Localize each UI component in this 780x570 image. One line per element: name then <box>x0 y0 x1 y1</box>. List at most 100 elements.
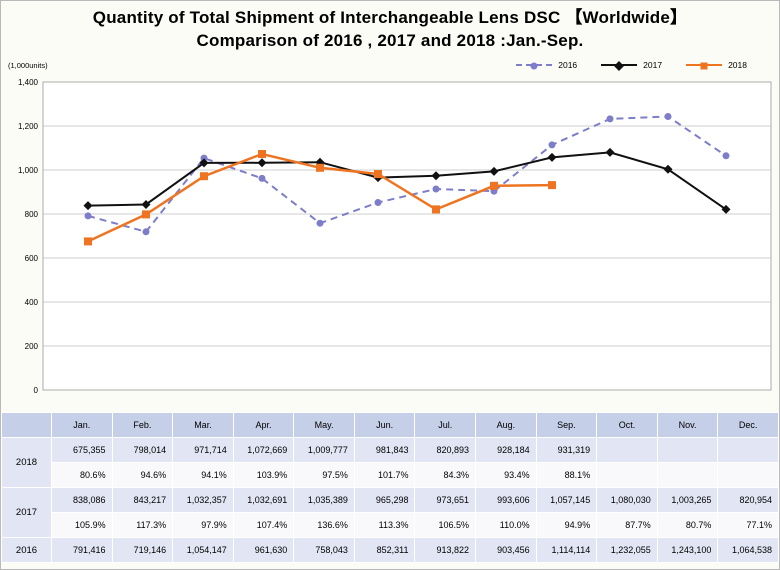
legend-label-2017: 2017 <box>643 60 663 70</box>
data-point <box>721 204 731 214</box>
value-cell: 843,217 <box>111 487 174 513</box>
ratio-cell: 107.4% <box>232 512 295 538</box>
value-cell: 993,606 <box>475 487 537 513</box>
ratio-cell: 113.3% <box>353 512 416 538</box>
value-cell: 791,416 <box>51 537 113 563</box>
ratio-cell: 84.3% <box>414 462 477 488</box>
year-label: 2018 <box>1 437 52 488</box>
data-point <box>258 174 266 182</box>
ratio-cell: 97.9% <box>172 512 234 538</box>
shipment-table: Jan. Feb. Mar. Apr. May. Jun. Jul. Aug. Sep. Oct.… <box>1 412 779 563</box>
month-header: May. <box>293 412 355 438</box>
value-cell: 913,822 <box>414 537 477 563</box>
value-cell: 973,651 <box>414 487 477 513</box>
data-point <box>548 141 556 149</box>
data-point <box>200 154 208 162</box>
value-cell: 928,184 <box>475 437 537 463</box>
value-cell: 1,072,669 <box>232 437 295 463</box>
ratio-cell: 88.1% <box>535 462 598 488</box>
value-cell: 1,232,055 <box>596 537 658 563</box>
table-row: 80.6% 94.6% 94.1% 103.9% 97.5% 101.7% 84.3% 93.… <box>2 462 779 488</box>
data-point <box>664 113 672 120</box>
ratio-cell: 87.7% <box>596 512 658 538</box>
plot-border <box>42 81 772 391</box>
ratio-cell: 106.5% <box>414 512 477 538</box>
data-point <box>141 200 151 209</box>
value-cell: 1,057,145 <box>535 487 598 513</box>
year-label: 2016 <box>1 537 52 563</box>
data-point <box>663 164 673 174</box>
table-row: 2017 838,086 843,217 1,032,357 1,032,691 1,03… <box>1 487 779 538</box>
ratio-cell: 105.9% <box>51 512 113 538</box>
value-cell: 981,843 <box>353 437 416 463</box>
value-cell: 719,146 <box>111 537 174 563</box>
ratio-cell: 136.6% <box>293 512 355 538</box>
data-point <box>200 172 208 181</box>
value-cell: 1,243,100 <box>656 537 719 563</box>
legend-item-2016: 2016 <box>516 60 577 70</box>
legend-item-2018: 2018 <box>686 60 747 70</box>
line-chart: 0 200 400 600 800 1,000 1,200 1,400 <box>18 78 772 395</box>
ratio-cell: 94.1% <box>172 462 234 488</box>
table-header-row: Jan. Feb. Mar. Apr. May. Jun. Jul. Aug. Sep. Oct.… <box>1 412 779 438</box>
month-header: Jul. <box>414 412 477 438</box>
legend-line-2016-icon <box>516 62 553 70</box>
value-cell: 971,714 <box>172 437 234 463</box>
data-point <box>316 219 324 227</box>
value-cell: 675,355 <box>51 437 113 463</box>
data-point <box>84 212 92 220</box>
data-point <box>84 237 92 246</box>
ytick-label: 1,400 <box>18 78 39 87</box>
data-point <box>547 152 557 162</box>
chart-legend: 2016 2017 2018 <box>516 60 747 71</box>
value-cell: 1,009,777 <box>293 437 355 463</box>
shipment-table-wrap: Jan. Feb. Mar. Apr. May. Jun. Jul. Aug. Sep. Oct.… <box>1 412 779 563</box>
month-header: Dec. <box>717 412 779 438</box>
data-point <box>83 201 93 211</box>
month-header: Sep. <box>535 412 598 438</box>
value-cell: 798,014 <box>111 437 174 463</box>
ratio-cell: 110.0% <box>475 512 537 538</box>
legend-item-2017: 2017 <box>601 60 663 71</box>
data-point <box>142 228 150 236</box>
ratio-cell: 97.5% <box>293 462 355 488</box>
legend-line-2017-icon <box>601 61 638 71</box>
ratio-cell: 80.6% <box>51 462 113 488</box>
value-cell <box>596 437 658 463</box>
data-point <box>257 158 267 168</box>
value-cell: 838,086 <box>51 487 113 513</box>
title-block: Quantity of Total Shipment of Interchang… <box>1 1 779 52</box>
data-point <box>432 205 440 214</box>
value-cell: 1,032,357 <box>172 487 234 513</box>
value-cell <box>656 437 719 463</box>
value-cell: 903,456 <box>475 537 537 563</box>
series-line-2017 <box>87 151 727 211</box>
ratio-cell: 103.9% <box>232 462 295 488</box>
ytick-label: 400 <box>25 298 39 307</box>
data-point <box>548 181 556 190</box>
data-point <box>606 115 614 123</box>
month-header: Apr. <box>232 412 295 438</box>
ratio-cell <box>656 462 719 488</box>
ytick-label: 800 <box>25 210 39 219</box>
data-point <box>605 147 615 157</box>
ytick-label: 200 <box>25 342 39 351</box>
ratio-cell <box>717 462 779 488</box>
ratio-cell: 94.9% <box>535 512 598 538</box>
table-row: 105.9% 117.3% 97.9% 107.4% 136.6% 113.3% 106.5… <box>2 512 779 538</box>
data-point <box>374 170 382 178</box>
data-point <box>258 150 266 158</box>
data-point <box>142 210 150 219</box>
value-cell: 931,319 <box>535 437 598 463</box>
ratio-cell <box>596 462 658 488</box>
ytick-label: 1,000 <box>18 166 39 175</box>
legend-label-2016: 2016 <box>558 60 578 70</box>
data-point <box>316 163 324 172</box>
month-header: Mar. <box>172 412 234 438</box>
value-cell: 1,003,265 <box>656 487 719 513</box>
month-header: Oct. <box>596 412 658 438</box>
chart-title-line1: Quantity of Total Shipment of Interchang… <box>92 8 688 27</box>
ytick-label: 0 <box>34 386 39 395</box>
ratio-cell: 94.6% <box>111 462 174 488</box>
